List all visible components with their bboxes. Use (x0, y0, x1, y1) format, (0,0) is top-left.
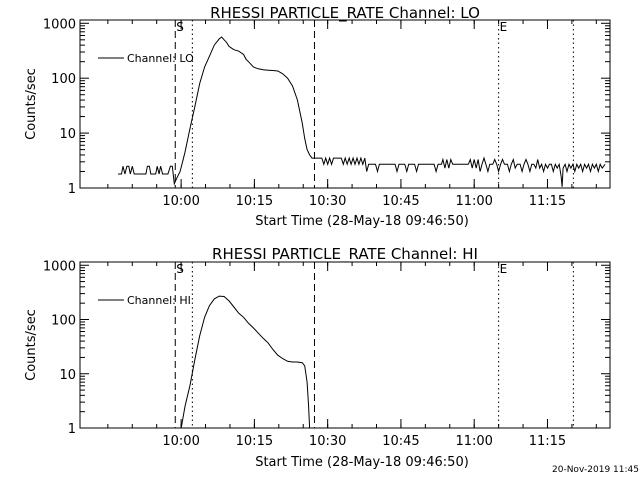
panel-2-xtick-label: 10:00 (162, 434, 199, 449)
panel-1-ytick-label: 1 (68, 182, 76, 197)
panel-2-xtick-label: 11:00 (455, 434, 492, 449)
panel-2-legend-label: Channel: HI (127, 294, 191, 307)
panel-1-series-line (118, 36, 606, 187)
panel-1-plot-frame (79, 19, 611, 189)
panel-2-ytick-label: 10 (59, 368, 76, 383)
panel-2-xtick-label: 10:30 (309, 434, 346, 449)
panel-1-xtick-label: 11:00 (455, 194, 492, 209)
panel-2-ytick-label: 1 (68, 422, 76, 437)
panel-2-xtick-label: 10:45 (382, 434, 419, 449)
panel-1-xtick-label: 10:15 (236, 194, 273, 209)
panel-1-title: RHESSI PARTICLE_RATE Channel: LO (210, 4, 480, 23)
panel-2-ytick-label: 1000 (43, 259, 76, 274)
panel-2-series-line (180, 295, 311, 428)
panel-2-marker-label: S (176, 262, 184, 276)
panel-1-xtick-label: 10:45 (382, 194, 419, 209)
footer-timestamp: 20-Nov-2019 11:45 (552, 465, 639, 475)
panel-1-xtick-label: 10:00 (162, 194, 199, 209)
panel-2-title: RHESSI PARTICLE_RATE Channel: HI (212, 245, 478, 264)
panel-2-marker-label: E (500, 262, 508, 276)
panel-1-ytick-label: 100 (51, 72, 76, 87)
panel-1-ytick-label: 1000 (43, 17, 76, 32)
panel-1-marker-label: E (500, 20, 508, 34)
panel-2-ytick-label: 100 (51, 314, 76, 329)
panel-2-plot-frame (79, 261, 611, 429)
panel-1-x-axis-label: Start Time (28-May-18 09:46:50) (255, 214, 469, 229)
panel-1-ytick-label: 10 (59, 127, 76, 142)
panel-1-xtick-label: 11:15 (529, 194, 566, 209)
panel-2-x-axis-label: Start Time (28-May-18 09:46:50) (255, 455, 469, 470)
panel-1-y-axis-label: Counts/sec (24, 68, 39, 140)
panel-2-xtick-label: 10:15 (236, 434, 273, 449)
panel-1-marker-label: S (176, 20, 184, 34)
panel-2-xtick-label: 11:15 (529, 434, 566, 449)
panel-1-xtick-label: 10:30 (309, 194, 346, 209)
panel-1-legend-label: Channel: LO (127, 52, 194, 65)
panel-2-y-axis-label: Counts/sec (24, 309, 39, 381)
